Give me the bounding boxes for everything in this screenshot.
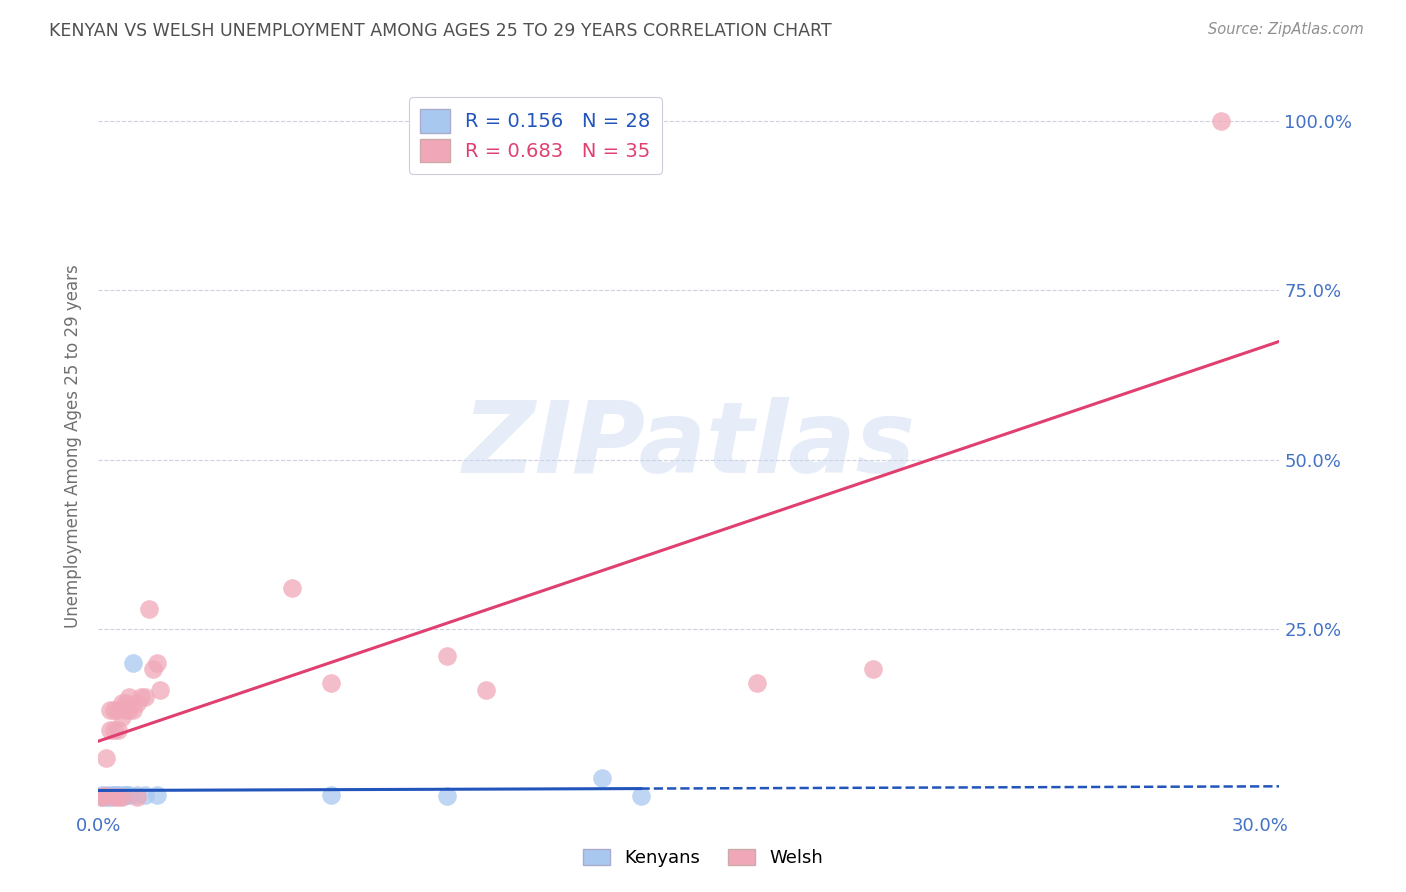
Point — [474, 682, 496, 697]
Point — [122, 703, 145, 717]
Point — [98, 789, 121, 804]
Point — [138, 601, 160, 615]
Point — [103, 789, 125, 804]
Y-axis label: Unemployment Among Ages 25 to 29 years: Unemployment Among Ages 25 to 29 years — [65, 264, 83, 628]
Point — [98, 788, 121, 802]
Point — [107, 789, 129, 804]
Point — [111, 710, 134, 724]
Point — [98, 723, 121, 738]
Point — [145, 788, 167, 802]
Point — [134, 788, 156, 802]
Point — [103, 703, 125, 717]
Point — [107, 723, 129, 738]
Point — [107, 703, 129, 717]
Point — [114, 789, 136, 803]
Text: Source: ZipAtlas.com: Source: ZipAtlas.com — [1208, 22, 1364, 37]
Point — [118, 789, 141, 803]
Legend: Kenyans, Welsh: Kenyans, Welsh — [576, 841, 830, 874]
Point — [91, 789, 114, 804]
Point — [118, 690, 141, 704]
Point — [103, 788, 125, 802]
Point — [111, 789, 134, 804]
Point — [114, 703, 136, 717]
Point — [96, 789, 118, 804]
Point — [149, 682, 172, 697]
Text: KENYAN VS WELSH UNEMPLOYMENT AMONG AGES 25 TO 29 YEARS CORRELATION CHART: KENYAN VS WELSH UNEMPLOYMENT AMONG AGES … — [49, 22, 832, 40]
Point — [114, 788, 136, 802]
Point — [96, 789, 118, 804]
Point — [96, 788, 118, 802]
Point — [145, 656, 167, 670]
Point — [98, 703, 121, 717]
Point — [122, 656, 145, 670]
Point — [745, 676, 768, 690]
Point — [134, 690, 156, 704]
Point — [103, 789, 125, 804]
Point — [111, 697, 134, 711]
Point — [127, 697, 149, 711]
Point — [129, 690, 152, 704]
Point — [118, 703, 141, 717]
Point — [114, 697, 136, 711]
Point — [127, 788, 149, 802]
Point — [127, 789, 149, 804]
Point — [1211, 114, 1233, 128]
Point — [630, 789, 652, 804]
Text: ZIPatlas: ZIPatlas — [463, 398, 915, 494]
Point — [107, 789, 129, 803]
Point — [91, 789, 114, 803]
Point — [107, 788, 129, 802]
Point — [319, 676, 342, 690]
Point — [91, 789, 114, 804]
Point — [591, 771, 613, 785]
Point — [862, 663, 884, 677]
Point — [436, 648, 458, 663]
Point — [111, 789, 134, 803]
Point — [96, 750, 118, 764]
Point — [281, 581, 304, 595]
Point — [436, 789, 458, 804]
Point — [96, 789, 118, 804]
Point — [142, 663, 165, 677]
Point — [91, 789, 114, 804]
Point — [111, 789, 134, 804]
Point — [319, 788, 342, 802]
Legend: R = 0.156   N = 28, R = 0.683   N = 35: R = 0.156 N = 28, R = 0.683 N = 35 — [409, 97, 662, 174]
Point — [107, 789, 129, 804]
Point — [91, 789, 114, 804]
Point — [103, 723, 125, 738]
Point — [98, 789, 121, 804]
Point — [103, 789, 125, 803]
